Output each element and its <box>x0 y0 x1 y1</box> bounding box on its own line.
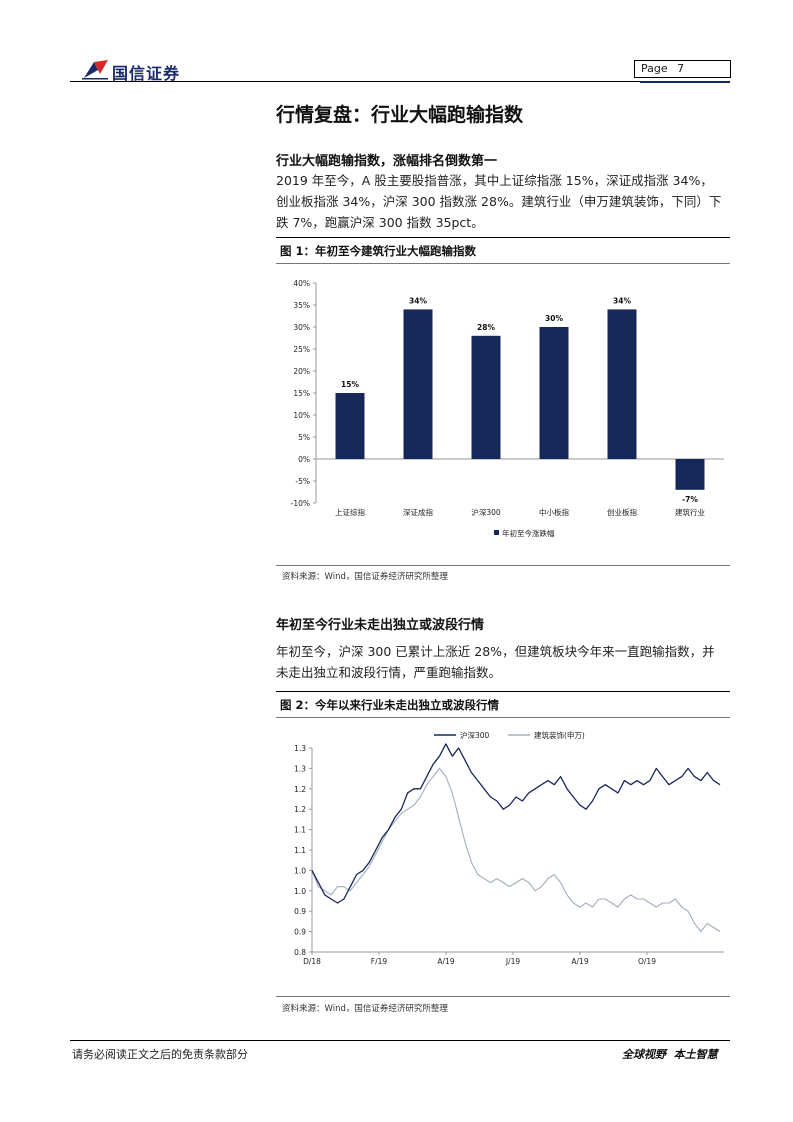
y-tick-label: 40% <box>293 279 310 288</box>
section2-line-2: 未走出独立和波段行情，严重跑输指数。 <box>276 665 502 680</box>
y-tick-label: 1.3 <box>294 764 306 773</box>
x-category-label: 中小板指 <box>539 507 569 517</box>
x-category-label: 深证成指 <box>403 507 433 517</box>
y-tick-label: 1.1 <box>294 846 306 855</box>
y-tick-label: 1.2 <box>294 805 306 814</box>
section2-paragraph: 年初至今，沪深 300 已累计上涨近 28%，但建筑板块今年来一直跑输指数，并 … <box>276 641 736 683</box>
series-line <box>311 767 721 933</box>
bar-data-label: 34% <box>613 296 631 305</box>
y-tick-label: 0.9 <box>294 928 306 937</box>
bar <box>335 393 365 459</box>
bar-data-label: 15% <box>341 380 359 389</box>
bar-data-label: 30% <box>545 314 563 323</box>
page-indicator: Page 7 <box>634 60 731 78</box>
y-tick-label: 20% <box>293 367 310 376</box>
section1-line-2: 创业板指涨 34%，沪深 300 指数涨 28%。建筑行业（申万建筑装饰，下同）… <box>276 194 722 209</box>
page-number: 7 <box>677 62 685 75</box>
figure2-bottom-rule <box>276 996 730 997</box>
y-tick-label: 1.3 <box>294 744 306 753</box>
y-tick-label: 1.2 <box>294 785 306 794</box>
section1-line-3: 跌 7%，跑赢沪深 300 指数 35pct。 <box>276 215 484 230</box>
bar <box>471 335 501 459</box>
x-tick-label: O/19 <box>638 957 656 966</box>
bar-data-label: 34% <box>409 296 427 305</box>
section1-line-1: 2019 年至今，A 股主要股指普涨，其中上证综指涨 15%，深证成指涨 34%… <box>276 173 713 188</box>
logo-icon <box>82 60 108 80</box>
page-title: 行情复盘：行业大幅跑输指数 <box>276 104 524 126</box>
x-category-label: 沪深300 <box>471 507 501 517</box>
y-tick-label: -10% <box>291 499 310 508</box>
figure2-top-rule <box>276 691 730 692</box>
bar <box>607 309 637 459</box>
line-chart: 0.8 0.9 0.9 1.0 1.0 1.1 1.1 1.2 1.2 1.3 1.3 D/18 F/1… <box>294 730 724 966</box>
bar-data-label: 28% <box>477 323 495 332</box>
x-tick-label: J/19 <box>505 957 521 966</box>
x-category-label: 上证综指 <box>335 507 365 517</box>
y-tick-label: 5% <box>298 433 310 442</box>
bar <box>675 459 705 490</box>
x-category-label: 创业板指 <box>607 507 637 517</box>
legend-label: 建筑装饰(申万) <box>534 730 585 740</box>
series-line <box>311 743 721 904</box>
x-category-label: 建筑行业 <box>675 507 705 517</box>
y-tick-label: 30% <box>293 323 310 332</box>
legend-label: 年初至今涨跌幅 <box>502 528 555 538</box>
figure2-source: 资料来源：Wind，国信证券经济研究所整理 <box>282 1004 448 1014</box>
legend-label: 沪深300 <box>460 730 490 740</box>
section2-line-1: 年初至今，沪深 300 已累计上涨近 28%，但建筑板块今年来一直跑输指数，并 <box>276 644 715 659</box>
x-tick-label: A/19 <box>571 957 588 966</box>
y-tick-label: 0.9 <box>294 907 306 916</box>
section1-heading: 行业大幅跑输指数，涨幅排名倒数第一 <box>276 154 498 169</box>
bar <box>403 309 433 459</box>
figure1-title-rule <box>276 263 730 264</box>
figure1-top-rule <box>276 237 730 238</box>
header: 国信证券 Page 7 <box>0 0 793 90</box>
y-tick-label: 1.1 <box>294 826 306 835</box>
x-tick-label: F/19 <box>371 957 388 966</box>
page-label: Page <box>641 62 668 75</box>
y-tick-label: 35% <box>293 301 310 310</box>
y-tick-label: 1.0 <box>294 866 306 875</box>
figure2-title-rule <box>276 717 730 718</box>
bar-chart: -10% -5% 0% 5% 10% 15% 20% 25% 30% 35% 40% 15% 上证综指 3… <box>291 279 724 538</box>
bar <box>539 327 569 459</box>
y-tick-label: 25% <box>293 345 310 354</box>
figure1-bottom-rule <box>276 565 730 566</box>
bar-data-label: -7% <box>682 495 698 504</box>
figure1-source: 资料来源：Wind，国信证券经济研究所整理 <box>282 572 448 582</box>
legend-swatch <box>494 530 499 535</box>
figure2-title: 图 2：今年以来行业未走出独立或波段行情 <box>280 698 500 712</box>
figure1-title: 图 1：年初至今建筑行业大幅跑输指数 <box>280 244 477 258</box>
footer-slogan: 全球视野 本土智慧 <box>622 1048 718 1061</box>
header-rule <box>70 81 730 82</box>
y-tick-label: 15% <box>293 389 310 398</box>
y-tick-label: 0.8 <box>294 948 306 957</box>
footer-disclaimer: 请务必阅读正文之后的免责条款部分 <box>72 1048 248 1061</box>
footer-rule <box>70 1040 730 1041</box>
x-tick-label: A/19 <box>437 957 454 966</box>
y-tick-label: -5% <box>295 477 310 486</box>
y-tick-label: 10% <box>293 411 310 420</box>
y-tick-label: 1.0 <box>294 887 306 896</box>
header-rule-accent <box>640 81 730 83</box>
section1-paragraph: 2019 年至今，A 股主要股指普涨，其中上证综指涨 15%，深证成指涨 34%… <box>276 170 736 233</box>
x-tick-label: D/18 <box>303 957 321 966</box>
logo-text: 国信证券 <box>112 64 181 83</box>
y-tick-label: 0% <box>298 455 310 464</box>
section2-heading: 年初至今行业未走出独立或波段行情 <box>276 618 485 633</box>
